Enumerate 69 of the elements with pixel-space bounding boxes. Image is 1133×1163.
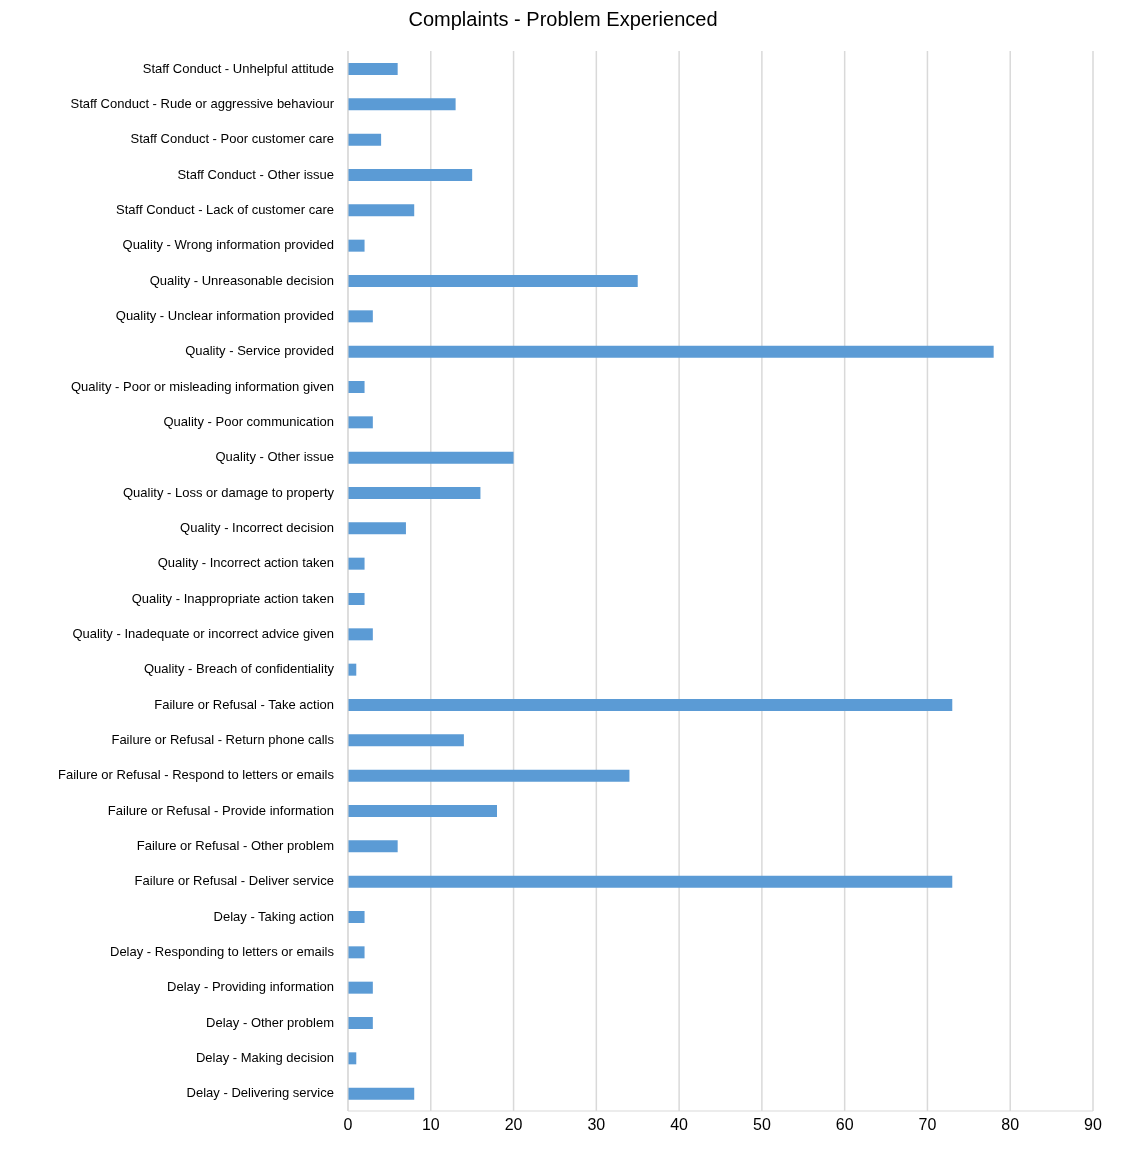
bar	[348, 133, 382, 146]
bar	[348, 63, 398, 75]
bar	[348, 699, 953, 711]
y-tick-label: Staff Conduct - Other issue	[177, 166, 334, 182]
bar	[348, 487, 481, 499]
y-tick-label: Quality - Other issue	[215, 449, 334, 465]
y-tick-label: Staff Conduct - Unhelpful attitude	[142, 60, 334, 76]
y-tick-label: Delay - Taking action	[213, 908, 334, 924]
bar	[348, 981, 373, 994]
bar	[348, 98, 456, 111]
bar	[348, 911, 365, 923]
y-tick-label: Quality - Wrong information provided	[122, 237, 334, 253]
y-tick-label: Failure or Refusal - Deliver service	[134, 873, 334, 889]
y-tick-label: Staff Conduct - Rude or aggressive behaviour	[70, 96, 335, 111]
y-tick-label: Delay - Responding to letters or emails	[110, 944, 335, 959]
y-tick-label: Quality - Unreasonable decision	[149, 272, 334, 288]
y-tick-label: Failure or Refusal - Return phone calls	[111, 732, 335, 747]
y-tick-label: Failure or Refusal - Take action	[154, 696, 334, 712]
x-tick-label: 40	[670, 1116, 689, 1134]
y-tick-label: Quality - Unclear information provided	[115, 308, 334, 323]
bar	[348, 416, 373, 429]
y-tick-label: Quality - Incorrect action taken	[157, 555, 334, 571]
y-tick-label: Quality - Inadequate or incorrect advice given	[72, 626, 334, 641]
y-tick-label: Delay - Making decision	[195, 1050, 334, 1065]
y-tick-label: Delay - Other problem	[206, 1014, 334, 1030]
bar	[348, 557, 365, 570]
chart-title: Complaints - Problem Experienced	[407, 8, 719, 31]
x-tick-label: 90	[1084, 1116, 1102, 1134]
bar	[348, 381, 365, 393]
y-tick-label: Quality - Service provided	[185, 343, 334, 359]
bar	[348, 734, 464, 747]
bar	[348, 805, 497, 817]
y-tick-label: Delay - Providing information	[167, 979, 334, 995]
x-tick-label: 60	[835, 1116, 854, 1134]
bar	[348, 628, 373, 641]
y-tick-label: Quality - Poor or misleading information given	[70, 378, 334, 394]
x-tick-label: 80	[1001, 1116, 1020, 1134]
bar	[348, 239, 365, 252]
bar	[348, 204, 415, 217]
y-tick-label: Quality - Incorrect decision	[180, 520, 334, 535]
bar	[348, 1087, 415, 1100]
bar	[348, 593, 365, 605]
bar	[348, 875, 953, 888]
bar	[348, 451, 514, 464]
bar	[348, 840, 398, 853]
x-tick-label: 30	[587, 1116, 606, 1134]
bar	[348, 345, 994, 358]
bar	[348, 169, 473, 181]
x-tick-label: 20	[504, 1116, 523, 1134]
bar	[348, 275, 638, 287]
y-tick-label: Staff Conduct - Poor customer care	[130, 131, 334, 147]
y-tick-label: Quality - Inappropriate action taken	[131, 590, 334, 606]
y-tick-label: Failure or Refusal - Other problem	[136, 838, 334, 853]
y-tick-label: Delay - Delivering service	[186, 1085, 334, 1101]
x-tick-label: 70	[918, 1116, 937, 1134]
y-tick-label: Failure or Refusal - Provide information	[107, 802, 334, 818]
y-tick-label: Quality - Loss or damage to property	[123, 484, 335, 500]
bar	[348, 1017, 373, 1029]
y-tick-label: Staff Conduct - Lack of customer care	[116, 202, 334, 217]
x-tick-label: 50	[752, 1116, 771, 1134]
y-tick-label: Quality - Breach of confidentiality	[143, 661, 335, 677]
bar	[348, 946, 365, 959]
bar	[348, 522, 406, 535]
y-tick-label: Failure or Refusal - Respond to letters or emails	[57, 767, 335, 783]
bar	[348, 310, 373, 323]
bar	[348, 769, 630, 782]
x-tick-label: 10	[421, 1116, 440, 1134]
x-tick-label: 0	[343, 1116, 353, 1134]
y-tick-label: Quality - Poor communication	[163, 414, 334, 429]
